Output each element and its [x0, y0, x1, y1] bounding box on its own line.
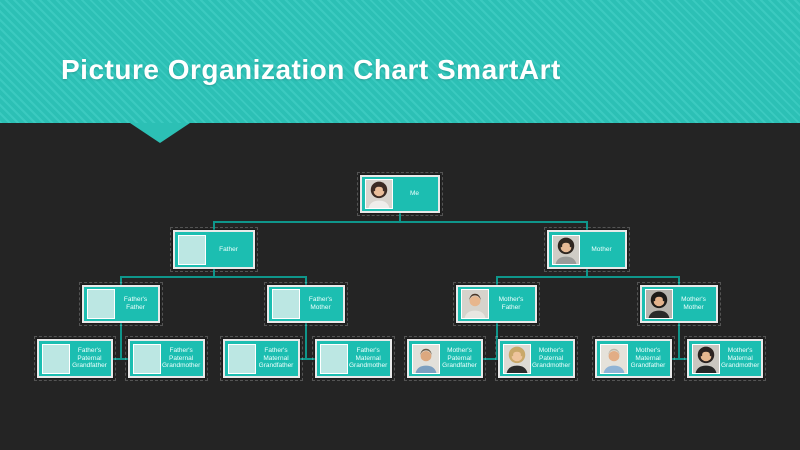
org-node-label: Mother's Maternal Grandfather: [630, 346, 666, 370]
portrait-photo-woman-dark-hair-black-top: [645, 289, 673, 319]
org-node-mothers-paternal-grandmother: Mother's Paternal Grandmother: [495, 336, 578, 381]
org-node-fathers-paternal-grandfather: Father's Paternal Grandfather: [34, 336, 116, 381]
connector-line: [305, 358, 315, 360]
org-node-fathers-father: Father's Father: [79, 282, 163, 326]
connector-line: [678, 277, 680, 285]
org-node-fathers-maternal-grandmother: Father's Maternal Grandmother: [312, 336, 395, 381]
org-node-father: Father: [170, 227, 258, 272]
connector-line: [586, 269, 588, 277]
portrait-photo-blonde-woman-dark-suit: [503, 343, 531, 374]
org-node-label: Father's Paternal Grandmother: [162, 346, 201, 370]
org-node-label: Mother: [591, 245, 612, 253]
portrait-photo-woman-dark-bob-glasses-dark-suit: [692, 343, 720, 374]
org-node-mothers-maternal-grandmother: Mother's Maternal Grandmother: [684, 336, 766, 381]
photo-placeholder: [133, 343, 161, 374]
org-node-label: Father: [219, 245, 238, 253]
slide-title: Picture Organization Chart SmartArt: [61, 54, 561, 85]
portrait-photo-man-short-hair-beard-blue-shirt-tie: [412, 343, 440, 374]
org-node-label: Me: [409, 190, 420, 198]
org-node-label: Father's Father: [123, 296, 148, 311]
connector-line: [495, 276, 680, 278]
banner-notch-pointer: [130, 123, 190, 143]
connector-line: [213, 269, 215, 277]
photo-placeholder: [178, 234, 206, 265]
org-node-mothers-paternal-grandfather: Mother's Paternal Grandfather: [404, 336, 486, 381]
portrait-photo-man-gray-hair-blue-shirt: [600, 343, 628, 374]
connector-line: [678, 358, 687, 360]
photo-placeholder: [228, 343, 256, 374]
org-node-mother: Mother: [544, 227, 630, 272]
connector-line: [495, 358, 498, 360]
org-node-fathers-maternal-grandfather: Father's Maternal Grandfather: [220, 336, 303, 381]
connector-line: [213, 221, 588, 223]
connector-line: [483, 358, 498, 360]
photo-placeholder: [87, 289, 115, 319]
photo-placeholder: [272, 289, 300, 319]
portrait-photo-young-woman-dark-hair-white-top: [365, 179, 393, 209]
connector-line: [120, 323, 122, 360]
connector-line: [213, 222, 215, 230]
org-node-mothers-father: Mother's Father: [453, 282, 540, 326]
org-node-label: Father's Maternal Grandfather: [258, 346, 294, 370]
connector-line: [113, 358, 122, 360]
org-node-me: Me: [357, 172, 443, 216]
org-node-label: Mother's Father: [498, 296, 524, 311]
connector-line: [305, 277, 307, 285]
connector-line: [120, 358, 128, 360]
portrait-photo-woman-dark-hair-gray-top: [552, 234, 580, 265]
org-node-label: Mother's Maternal Grandmother: [721, 346, 760, 370]
connector-line: [495, 277, 498, 285]
connector-line: [678, 323, 680, 360]
connector-line: [586, 222, 588, 230]
connector-line: [672, 358, 680, 360]
connector-line: [305, 323, 307, 360]
org-node-label: Mother's Paternal Grandfather: [442, 346, 477, 370]
org-node-label: Mother's Mother: [681, 296, 706, 311]
org-node-label: Mother's Paternal Grandmother: [532, 346, 571, 370]
connector-line: [495, 323, 498, 360]
org-node-mothers-maternal-grandfather: Mother's Maternal Grandfather: [592, 336, 675, 381]
org-node-label: Father's Maternal Grandmother: [349, 346, 388, 370]
connector-line: [300, 358, 307, 360]
org-node-fathers-mother: Father's Mother: [264, 282, 348, 326]
photo-placeholder: [320, 343, 348, 374]
title-banner: [0, 0, 800, 123]
org-node-mothers-mother: Mother's Mother: [637, 282, 721, 326]
photo-placeholder: [42, 343, 70, 374]
connector-line: [120, 276, 307, 278]
connector-line: [120, 277, 122, 285]
org-node-label: Father's Mother: [308, 296, 333, 311]
connector-line: [399, 213, 401, 222]
org-node-label: Father's Paternal Grandfather: [72, 346, 107, 370]
org-node-fathers-paternal-grandmother: Father's Paternal Grandmother: [125, 336, 208, 381]
portrait-photo-smiling-man-brown-hair-light-shirt: [461, 289, 489, 319]
